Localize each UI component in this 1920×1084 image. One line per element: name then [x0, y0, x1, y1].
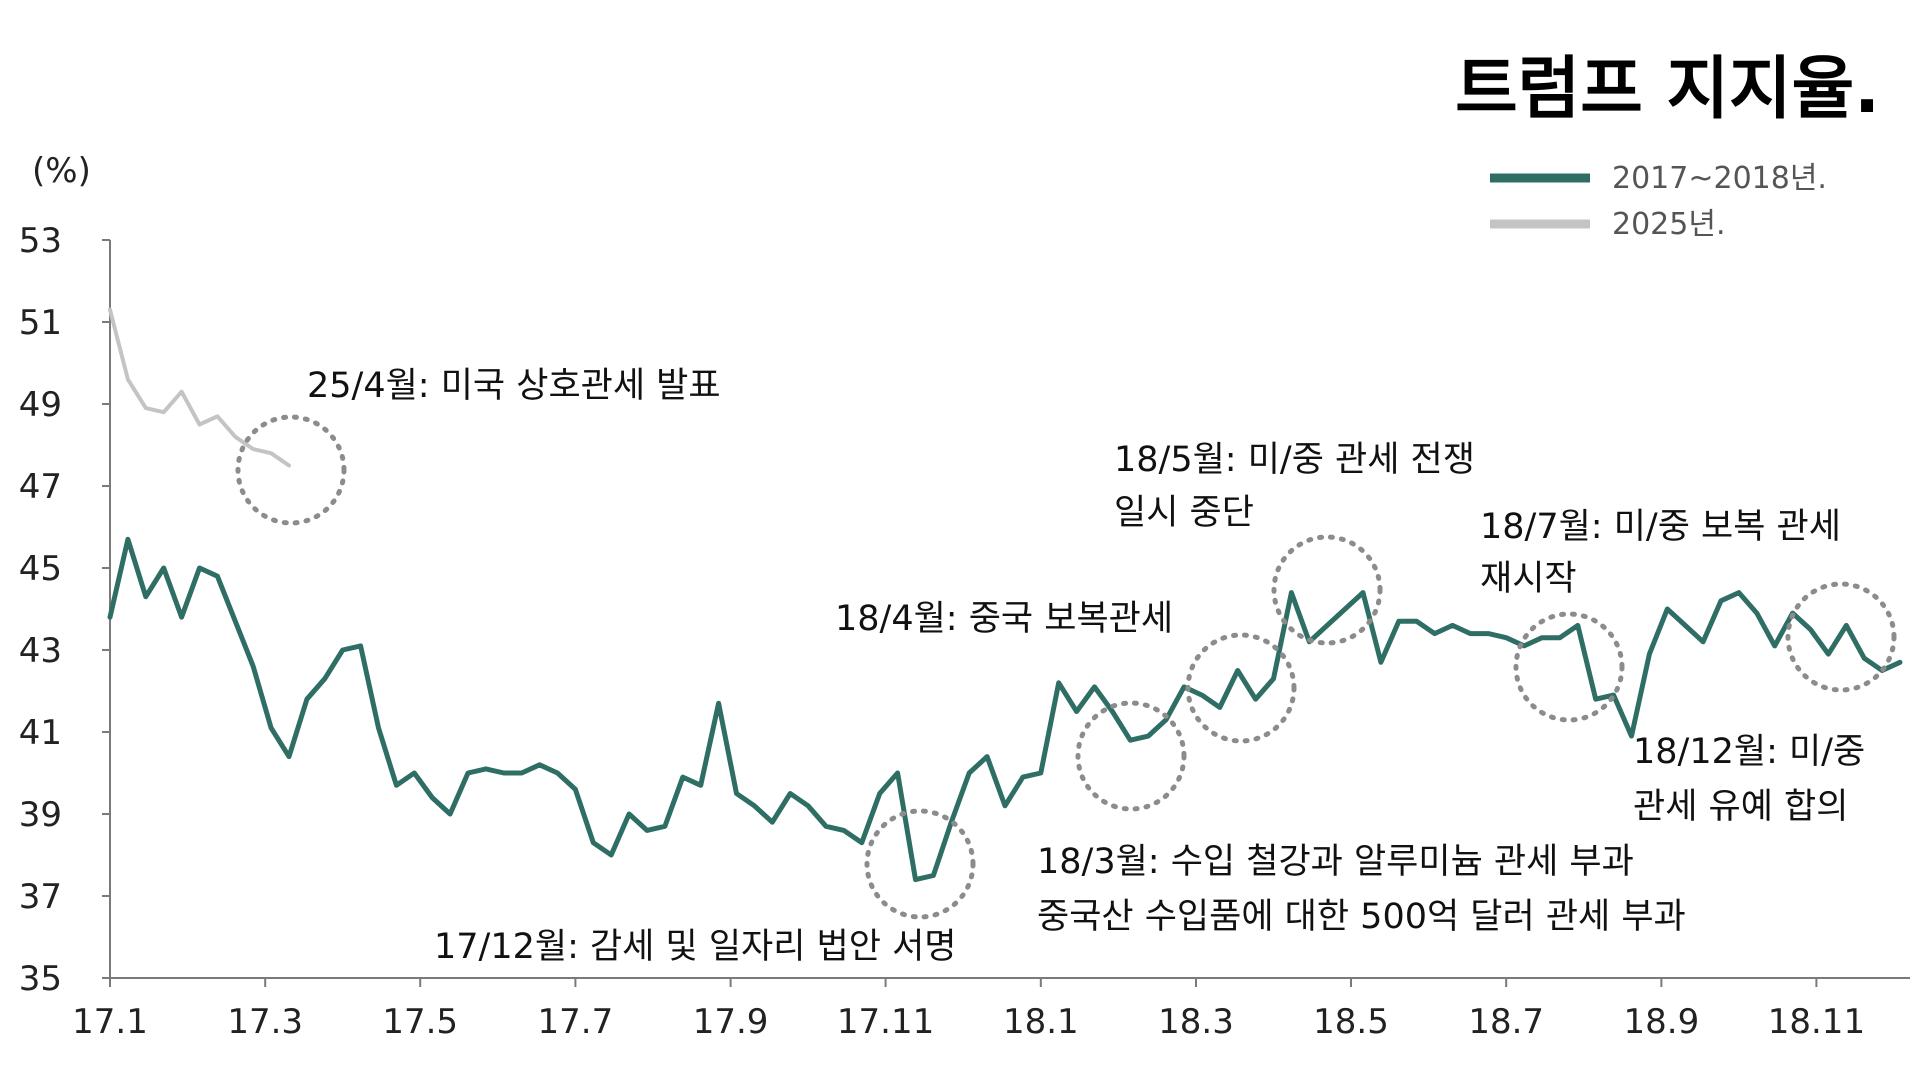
annotation-18-jul-line-2: 재시작	[1480, 559, 1577, 599]
annotation-18-may-line-2: 일시 중단	[1114, 493, 1254, 533]
annotation-17-dec: 17/12월: 감세 및 일자리 법안 서명	[434, 927, 957, 967]
y-tick-label: 43	[19, 631, 62, 671]
y-tick-label: 37	[19, 877, 62, 917]
y-tick-label: 47	[19, 467, 62, 507]
x-tick-label: 17.5	[382, 1002, 458, 1042]
x-tick-label: 18.1	[1003, 1002, 1079, 1042]
y-axis-unit-label: (%)	[32, 151, 91, 191]
x-tick-label: 17.3	[227, 1002, 303, 1042]
annotation-18-mar-line-2: 중국산 수입품에 대한 500억 달러 관세 부과	[1037, 897, 1686, 937]
series-line-1	[108, 307, 291, 468]
highlight-circle-18-dec	[1785, 581, 1897, 693]
annotation-18-dec-line-2: 관세 유예 합의	[1633, 787, 1848, 827]
annotation-25-apr: 25/4월: 미국 상호관세 발표	[307, 366, 721, 406]
y-tick-label: 53	[19, 221, 62, 261]
annotation-18-jul-line-1: 18/7월: 미/중 보복 관세	[1480, 507, 1841, 547]
y-tick-label: 49	[19, 385, 62, 425]
y-tick-label: 45	[19, 549, 62, 589]
x-tick-label: 17.1	[72, 1002, 148, 1042]
legend: 2017~2018년. 2025년.	[1490, 161, 1827, 242]
x-tick-label: 18.3	[1158, 1002, 1234, 1042]
annotation-18-may-line-1: 18/5월: 미/중 관세 전쟁	[1114, 440, 1475, 480]
highlight-circle-25-apr	[235, 414, 347, 526]
highlight-circle-18-mar	[1075, 700, 1187, 812]
x-tick-label: 17.9	[693, 1002, 769, 1042]
highlight-circle-18-apr	[1185, 632, 1297, 744]
y-tick-label: 41	[19, 713, 62, 753]
series-line-0	[107, 536, 1903, 883]
x-tick-label: 17.7	[538, 1002, 614, 1042]
highlight-circle-18-jul	[1513, 611, 1625, 723]
x-tick-label: 18.5	[1313, 1002, 1389, 1042]
legend-label-2025: 2025년.	[1612, 207, 1725, 242]
x-axis-ticks: 17.1 17.3 17.5 17.7 17.9 17.11 18.1 18.3 18.5 18.…	[72, 978, 1865, 1042]
y-tick-label: 35	[19, 959, 62, 999]
highlight-circle-18-may	[1271, 534, 1383, 646]
x-tick-label: 18.9	[1624, 1002, 1700, 1042]
x-tick-label: 18.11	[1768, 1002, 1865, 1042]
y-axis-ticks: 53 51 49 47 45 43 41 39 37 35	[19, 221, 110, 999]
series-layer	[107, 307, 1903, 883]
annotations: 25/4월: 미국 상호관세 발표 18/5월: 미/중 관세 전쟁 일시 중단…	[307, 366, 1865, 967]
highlight-circles	[235, 414, 1897, 920]
y-tick-label: 39	[19, 795, 62, 835]
annotation-18-apr: 18/4월: 중국 보복관세	[835, 599, 1173, 639]
x-tick-label: 18.7	[1468, 1002, 1544, 1042]
x-tick-label: 17.11	[837, 1002, 934, 1042]
chart-title: 트럼프 지지율.	[1455, 50, 1880, 129]
annotation-18-dec-line-1: 18/12월: 미/중	[1633, 732, 1865, 772]
annotation-18-mar-line-1: 18/3월: 수입 철강과 알루미늄 관세 부과	[1037, 842, 1634, 882]
y-tick-label: 51	[19, 303, 62, 343]
legend-label-2017-2018: 2017~2018년.	[1612, 161, 1827, 196]
highlight-circle-17-dec	[864, 808, 976, 920]
